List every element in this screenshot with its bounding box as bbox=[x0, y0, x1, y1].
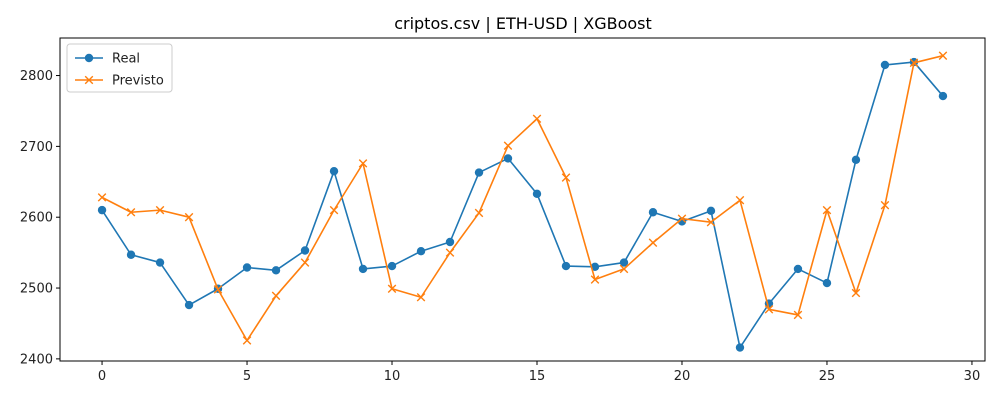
x-tick-label-30: 30 bbox=[964, 369, 981, 384]
legend-label-previsto: Previsto bbox=[112, 74, 164, 89]
data-point-real-1 bbox=[126, 250, 136, 259]
data-point-previsto-4 bbox=[213, 285, 223, 294]
data-point-real-8 bbox=[329, 166, 339, 176]
data-point-previsto-13 bbox=[474, 208, 484, 218]
data-point-previsto-14 bbox=[503, 141, 513, 150]
data-point-real-25 bbox=[822, 278, 832, 288]
data-point-previsto-0 bbox=[97, 193, 107, 202]
x-tick-label-10: 10 bbox=[384, 369, 401, 384]
data-point-previsto-2 bbox=[155, 205, 165, 215]
data-point-previsto-28 bbox=[909, 58, 919, 68]
data-point-real-16 bbox=[561, 261, 571, 271]
legend: Real Previsto bbox=[66, 43, 173, 93]
axes: 0 5 10 15 20 25 30 2400 2500 2600 2700 2800 bbox=[20, 37, 986, 384]
data-point-real-5 bbox=[242, 263, 252, 272]
y-tick-label-2700: 2700 bbox=[20, 140, 53, 155]
data-point-previsto-23 bbox=[764, 304, 774, 314]
data-point-previsto-17 bbox=[590, 275, 600, 284]
legend-marker-real bbox=[84, 53, 94, 63]
data-point-real-19 bbox=[648, 208, 658, 217]
x-tick-label-20: 20 bbox=[674, 369, 691, 384]
data-point-real-7 bbox=[300, 246, 310, 255]
data-point-real-24 bbox=[793, 264, 803, 274]
x-tick-label-0: 0 bbox=[98, 369, 106, 384]
data-point-previsto-1 bbox=[126, 207, 136, 217]
y-tick-label-2600: 2600 bbox=[20, 211, 53, 226]
data-point-real-13 bbox=[474, 168, 484, 177]
data-point-previsto-6 bbox=[271, 291, 281, 301]
data-point-real-17 bbox=[590, 262, 600, 271]
series-line-real bbox=[101, 61, 944, 349]
data-point-previsto-10 bbox=[387, 284, 397, 294]
data-point-real-9 bbox=[358, 264, 368, 274]
data-point-previsto-7 bbox=[300, 258, 310, 267]
y-tick-label-2800: 2800 bbox=[20, 69, 53, 84]
data-point-previsto-9 bbox=[358, 159, 368, 168]
data-point-previsto-20 bbox=[677, 214, 687, 223]
data-point-real-11 bbox=[416, 247, 426, 256]
data-point-real-12 bbox=[445, 237, 455, 247]
data-point-real-21 bbox=[706, 206, 716, 216]
data-point-real-2 bbox=[155, 258, 165, 267]
data-point-real-26 bbox=[851, 155, 861, 165]
plot-frame bbox=[59, 37, 986, 362]
data-point-previsto-18 bbox=[619, 264, 629, 274]
data-point-previsto-26 bbox=[851, 288, 861, 298]
y-tick-label-2400: 2400 bbox=[20, 352, 53, 367]
data-point-previsto-5 bbox=[242, 336, 252, 345]
data-point-previsto-11 bbox=[416, 292, 426, 302]
data-point-real-29 bbox=[938, 91, 948, 101]
data-point-real-10 bbox=[387, 261, 397, 271]
x-tick-label-5: 5 bbox=[243, 369, 251, 384]
data-point-previsto-25 bbox=[822, 205, 832, 215]
data-point-real-0 bbox=[97, 205, 107, 215]
data-point-previsto-16 bbox=[561, 173, 571, 182]
data-point-real-18 bbox=[619, 258, 629, 267]
plot-area bbox=[97, 51, 948, 352]
data-point-previsto-15 bbox=[532, 114, 542, 124]
data-point-real-3 bbox=[184, 300, 194, 310]
data-point-previsto-22 bbox=[735, 195, 745, 205]
data-point-previsto-29 bbox=[938, 51, 948, 61]
data-point-real-14 bbox=[503, 154, 513, 163]
data-point-previsto-19 bbox=[648, 238, 658, 248]
x-tick-label-25: 25 bbox=[819, 369, 836, 384]
x-tick-label-15: 15 bbox=[529, 369, 546, 384]
data-point-previsto-8 bbox=[329, 205, 339, 215]
chart-title: criptos.csv | ETH-USD | XGBoost bbox=[394, 14, 652, 33]
data-point-previsto-21 bbox=[706, 217, 716, 227]
data-point-real-27 bbox=[880, 60, 890, 70]
data-point-previsto-24 bbox=[793, 310, 803, 320]
data-point-real-15 bbox=[532, 189, 542, 199]
data-point-previsto-3 bbox=[184, 212, 194, 222]
y-tick-label-2500: 2500 bbox=[20, 282, 53, 297]
legend-label-real: Real bbox=[112, 52, 140, 67]
data-point-real-6 bbox=[271, 266, 281, 275]
data-point-previsto-27 bbox=[880, 200, 890, 210]
legend-marker-previsto bbox=[84, 75, 94, 85]
series-line-previsto bbox=[101, 54, 944, 342]
data-point-previsto-12 bbox=[445, 248, 455, 257]
data-point-real-22 bbox=[735, 343, 745, 352]
